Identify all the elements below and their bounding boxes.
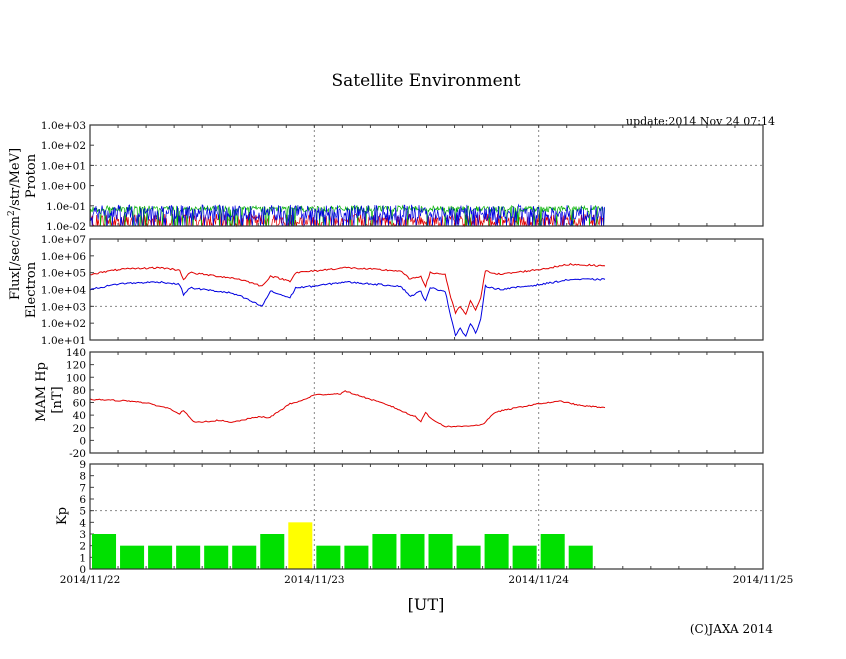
y-tick-label: 1.0e+03 bbox=[41, 120, 86, 132]
y-tick-label: -20 bbox=[69, 448, 86, 460]
y-tick-label: 1.0e+01 bbox=[41, 335, 86, 347]
x-tick-label: 2014/11/23 bbox=[284, 574, 345, 586]
copyright: (C)JAXA 2014 bbox=[690, 622, 774, 636]
panel-electron: 1.0e+01 1.0e+02 1.0e+03 1.0e+04 1.0e+05 1.0e+… bbox=[41, 234, 764, 347]
y-tick-label: 3 bbox=[79, 529, 86, 541]
y-tick-label: 1.0e+06 bbox=[41, 251, 86, 263]
kp-bar bbox=[568, 545, 593, 569]
y-tick-label: 6 bbox=[79, 494, 86, 506]
y-tick-label: 60 bbox=[73, 398, 86, 410]
x-tick-label: 2014/11/24 bbox=[508, 574, 569, 586]
panel-frame bbox=[89, 124, 764, 227]
y-tick-label: 1.0e+00 bbox=[41, 181, 86, 193]
y-tick-label: 1.0e-01 bbox=[46, 201, 86, 213]
y-tick-label: 40 bbox=[73, 410, 86, 422]
y-tick-label: 100 bbox=[66, 372, 86, 384]
flux-label-b: /str/MeV] bbox=[8, 148, 23, 210]
kp-bar bbox=[456, 545, 481, 569]
kp-bar bbox=[288, 522, 313, 569]
kp-bar bbox=[232, 545, 257, 569]
mam-hp-ylabel-2: [nT] bbox=[50, 386, 65, 413]
y-tick-label: 1.0e-02 bbox=[46, 221, 86, 233]
x-tick-label: 2014/11/25 bbox=[733, 574, 794, 586]
y-tick-label: 1.0e+02 bbox=[41, 318, 86, 330]
electron-ylabel: Electron bbox=[24, 261, 39, 318]
y-tick-label: 5 bbox=[79, 506, 86, 518]
kp-bar bbox=[372, 534, 397, 569]
panel-frame bbox=[89, 351, 764, 454]
kp-bar bbox=[148, 545, 173, 569]
kp-bar bbox=[260, 534, 285, 569]
kp-bar bbox=[316, 545, 341, 569]
y-tick-label: 80 bbox=[73, 385, 86, 397]
y-tick-label: 2 bbox=[79, 541, 86, 553]
chart-title: Satellite Environment bbox=[332, 71, 521, 91]
y-tick-label: 8 bbox=[79, 471, 86, 483]
hp-line bbox=[89, 390, 606, 428]
proton-blue-line bbox=[89, 203, 605, 227]
y-tick-label: 1.0e+05 bbox=[41, 268, 86, 280]
panel-frame bbox=[89, 463, 764, 570]
y-tick-label: 1.0e+02 bbox=[41, 140, 86, 152]
y-tick-label: 7 bbox=[79, 482, 86, 494]
x-axis-label: [UT] bbox=[408, 595, 445, 614]
panel-proton: 1.0e-02 1.0e-01 1.0e+00 1.0e+01 1.0e+02 1.0e+… bbox=[41, 120, 764, 233]
y-tick-label: 140 bbox=[66, 347, 86, 359]
y-tick-label: 4 bbox=[79, 517, 86, 529]
y-tick-label: 120 bbox=[66, 360, 86, 372]
panel-frame bbox=[89, 238, 764, 341]
proton-ylabel: Proton bbox=[24, 153, 39, 198]
electron-blue-line bbox=[89, 278, 606, 338]
y-tick-label: 0 bbox=[79, 435, 86, 447]
y-tick-label: 1.0e+04 bbox=[41, 285, 86, 297]
kp-bar bbox=[484, 534, 509, 569]
kp-bar bbox=[512, 545, 537, 569]
flux-label-sup: 2 bbox=[7, 210, 17, 216]
kp-bar bbox=[120, 545, 145, 569]
y-tick-label: 0 bbox=[79, 564, 86, 576]
kp-bar bbox=[92, 534, 117, 569]
y-tick-label: 9 bbox=[79, 459, 86, 471]
kp-bar bbox=[540, 534, 565, 569]
kp-bar bbox=[176, 545, 201, 569]
kp-ylabel: Kp bbox=[55, 507, 70, 525]
y-tick-label: 1 bbox=[79, 552, 86, 564]
y-tick-label: 20 bbox=[73, 423, 86, 435]
x-tick-label: 2014/11/22 bbox=[60, 574, 121, 586]
y-tick-label: 1.0e+03 bbox=[41, 301, 86, 313]
y-tick-label: 1.0e+01 bbox=[41, 160, 86, 172]
kp-bar bbox=[344, 545, 369, 569]
y-tick-label: 1.0e+07 bbox=[41, 234, 86, 246]
kp-bar bbox=[400, 534, 425, 569]
mam-hp-ylabel-1: MAM Hp bbox=[34, 362, 49, 422]
flux-label-a: Flux[/sec/cm bbox=[8, 216, 23, 300]
electron-red-line bbox=[90, 262, 606, 316]
update-timestamp: update:2014 Nov 24 07:14 bbox=[626, 115, 775, 128]
shared-flux-ylabel: Flux[/sec/cm2/str/MeV] bbox=[7, 148, 23, 300]
kp-bar bbox=[204, 545, 229, 569]
kp-bar bbox=[428, 534, 453, 569]
